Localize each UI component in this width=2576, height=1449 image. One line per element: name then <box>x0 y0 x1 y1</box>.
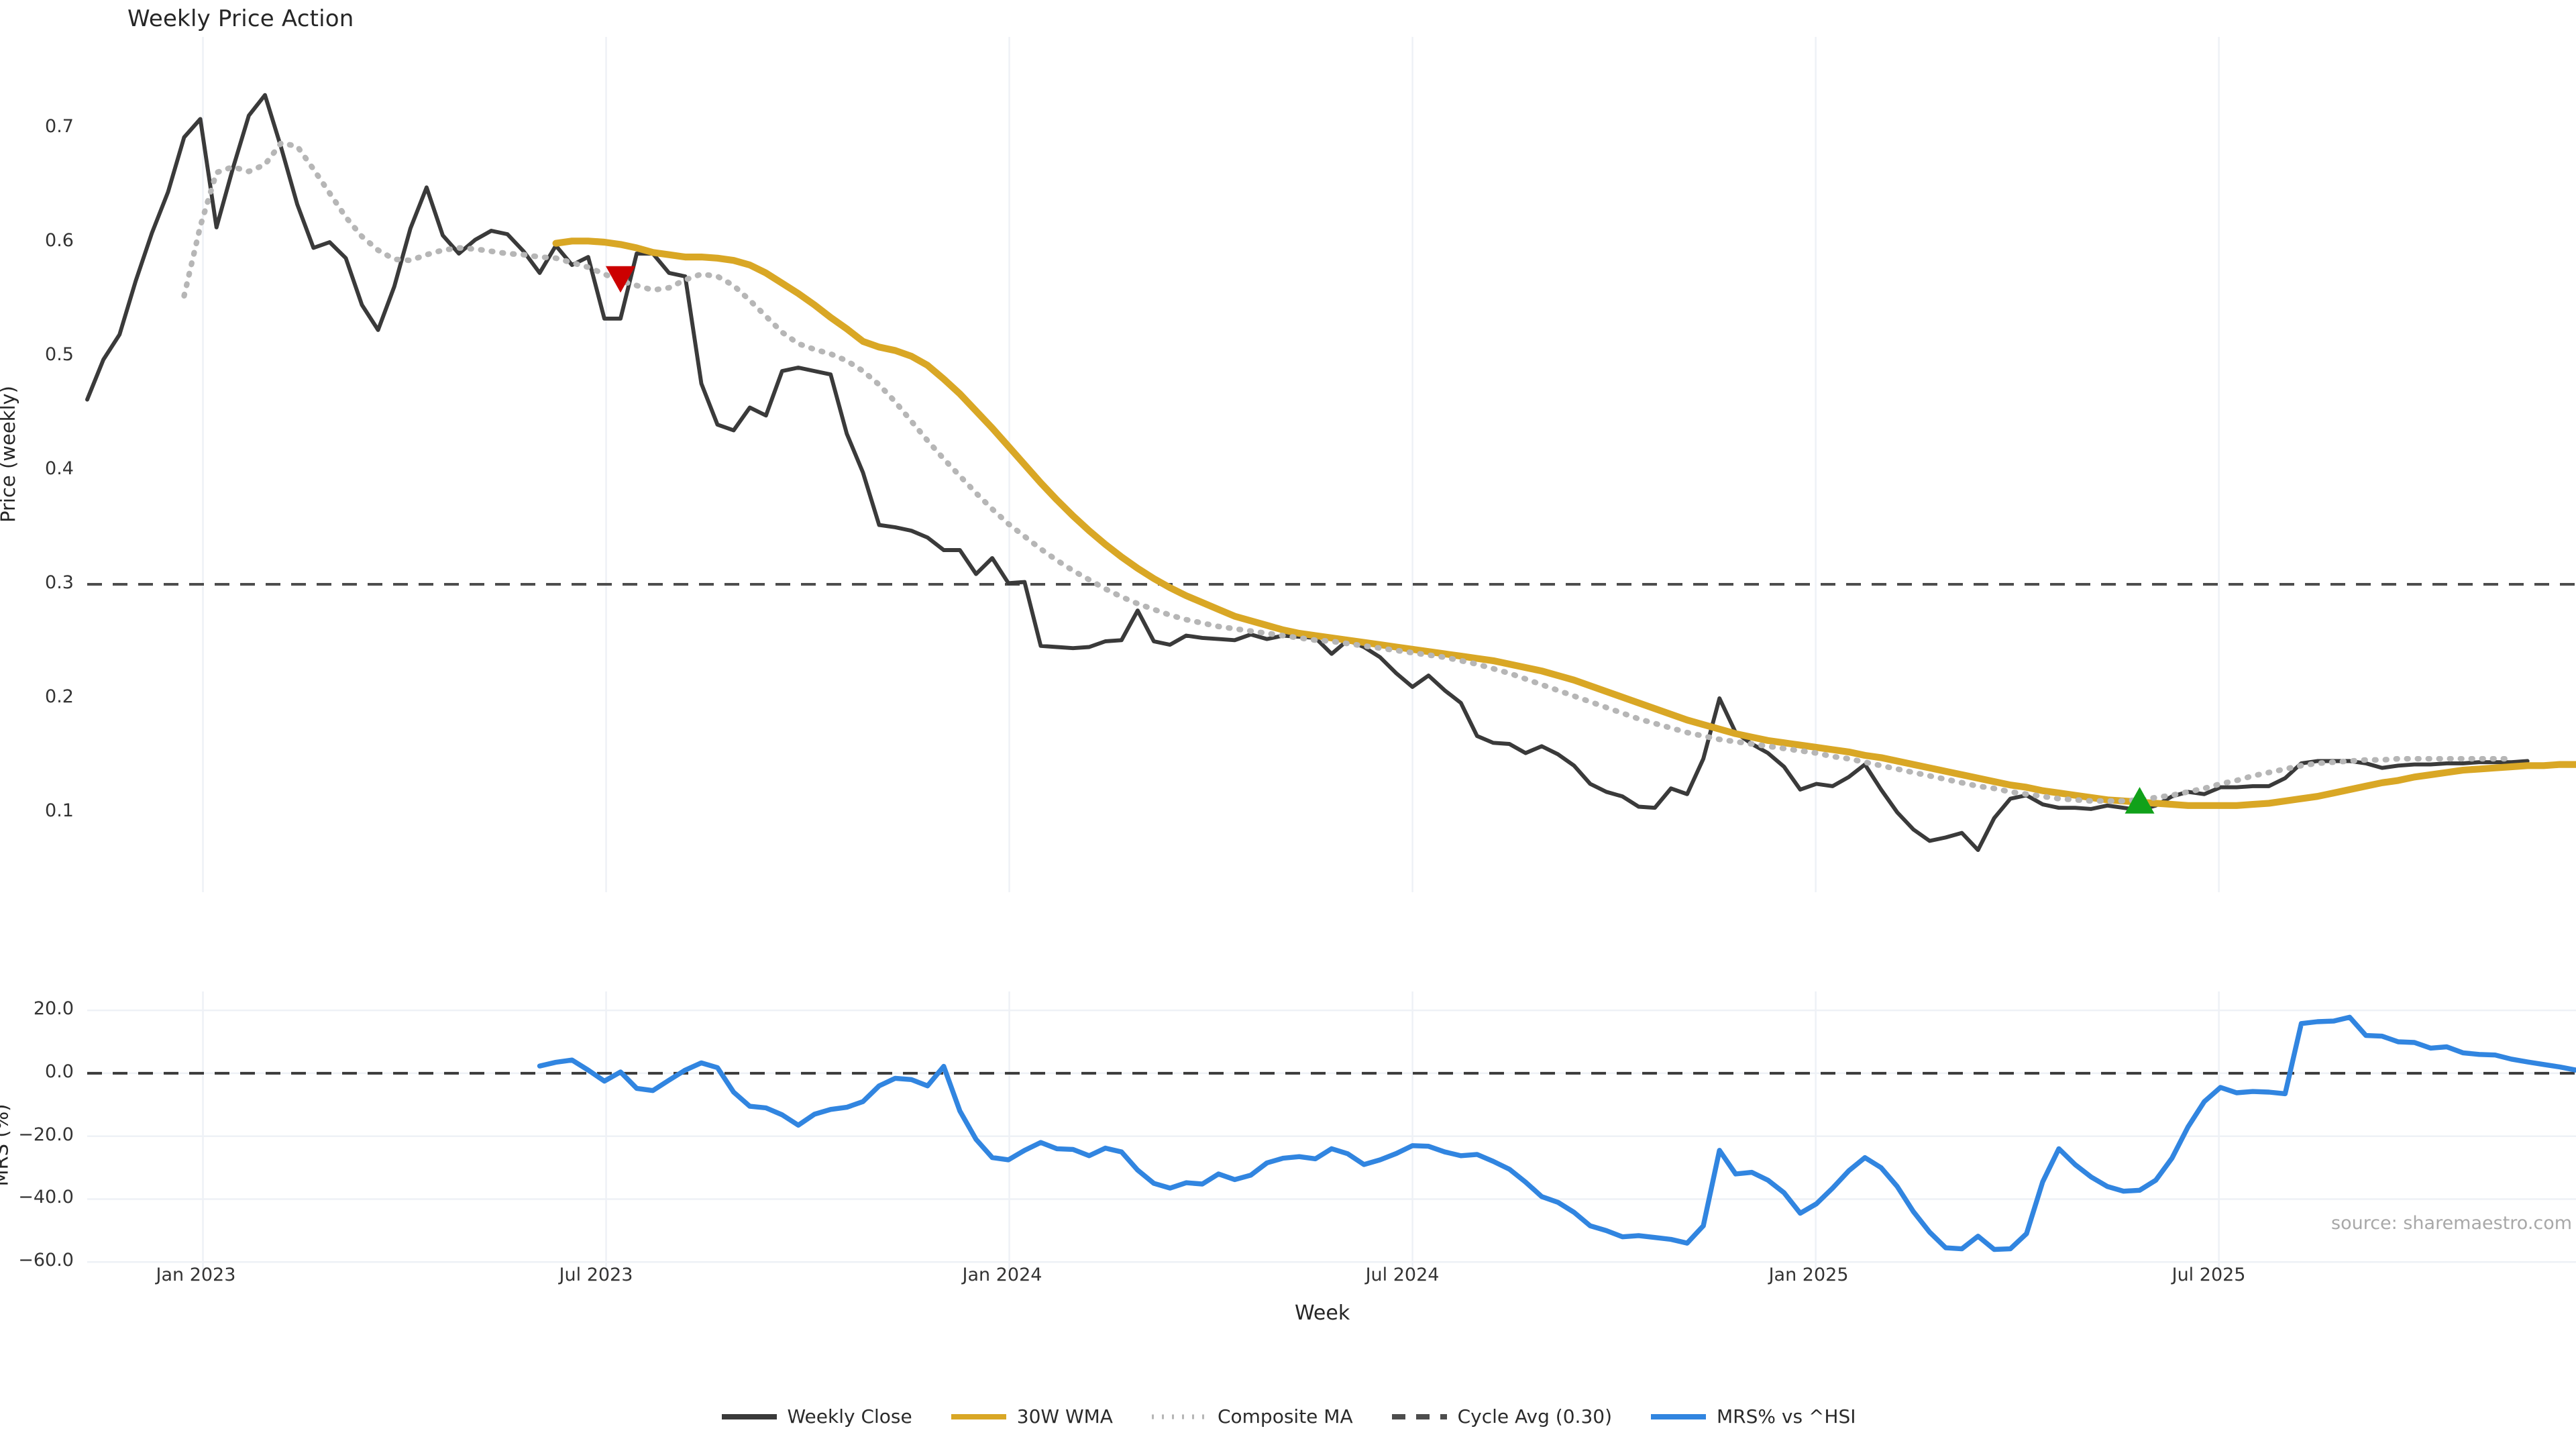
series-composite-ma <box>181 140 2514 804</box>
legend-item-mrs-vs-hsi[interactable]: MRS% vs ^HSI <box>1650 1405 1856 1428</box>
price-y-tick-3: 0.4 <box>45 458 74 479</box>
series-weekly-close <box>85 93 2530 853</box>
y-axis-label-price: Price (weekly) <box>0 385 20 523</box>
price-y-tick-5: 0.2 <box>45 686 74 707</box>
x-tick-2: Jan 2024 <box>962 1265 1042 1285</box>
x-tick-4: Jan 2025 <box>1768 1265 1849 1285</box>
mrs-y-tick-2: −20.0 <box>18 1124 74 1145</box>
price-y-tick-6: 0.1 <box>45 800 74 821</box>
legend-label: Cycle Avg (0.30) <box>1457 1405 1612 1428</box>
legend-label: Weekly Close <box>787 1405 912 1428</box>
page-title: Weekly Price Action <box>127 5 354 32</box>
mrs-y-tick-3: −40.0 <box>18 1187 74 1208</box>
x-tick-0: Jan 2023 <box>156 1265 236 1285</box>
legend-item-composite-ma[interactable]: Composite MA <box>1150 1405 1353 1428</box>
legend-swatch-icon <box>951 1413 1006 1419</box>
price-panel <box>85 37 2576 892</box>
legend-label: 30W WMA <box>1016 1405 1113 1428</box>
legend-swatch-icon <box>1151 1414 1207 1419</box>
mrs-panel <box>87 991 2576 1275</box>
series-30w-wma <box>552 237 2576 809</box>
legend-item-weekly-close[interactable]: Weekly Close <box>720 1405 912 1428</box>
sell-signal-marker[interactable] <box>606 266 635 293</box>
price-y-tick-2: 0.5 <box>45 344 74 365</box>
mrs-y-tick-4: −60.0 <box>18 1250 74 1271</box>
price-y-tick-0: 0.7 <box>45 116 74 137</box>
y-axis-label-mrs: MRS (%) <box>0 1104 13 1187</box>
chart-legend: Weekly Close 30W WMA Composite MA Cycle Avg… <box>0 1405 2576 1428</box>
legend-swatch-icon <box>1651 1413 1706 1419</box>
source-note: source: sharemaestro.com <box>2331 1213 2573 1234</box>
legend-swatch-icon <box>1391 1413 1447 1419</box>
legend-swatch-icon <box>721 1413 777 1419</box>
legend-item-cycle-avg-0-30-[interactable]: Cycle Avg (0.30) <box>1391 1405 1612 1428</box>
legend-label: Composite MA <box>1217 1405 1353 1428</box>
buy-signal-marker[interactable] <box>2125 787 2155 814</box>
x-tick-1: Jul 2023 <box>559 1265 633 1285</box>
price-y-tick-4: 0.3 <box>45 572 74 593</box>
x-axis-label: Week <box>1295 1301 1350 1325</box>
series-mrs-vs-hsi <box>537 1014 2576 1252</box>
price-y-tick-1: 0.6 <box>45 230 74 251</box>
x-tick-3: Jul 2024 <box>1365 1265 1440 1285</box>
legend-item-30w-wma[interactable]: 30W WMA <box>950 1405 1113 1428</box>
mrs-y-tick-1: 0.0 <box>45 1061 74 1082</box>
x-tick-5: Jul 2025 <box>2171 1265 2246 1285</box>
mrs-y-tick-0: 20.0 <box>33 998 74 1020</box>
legend-label: MRS% vs ^HSI <box>1717 1405 1856 1428</box>
